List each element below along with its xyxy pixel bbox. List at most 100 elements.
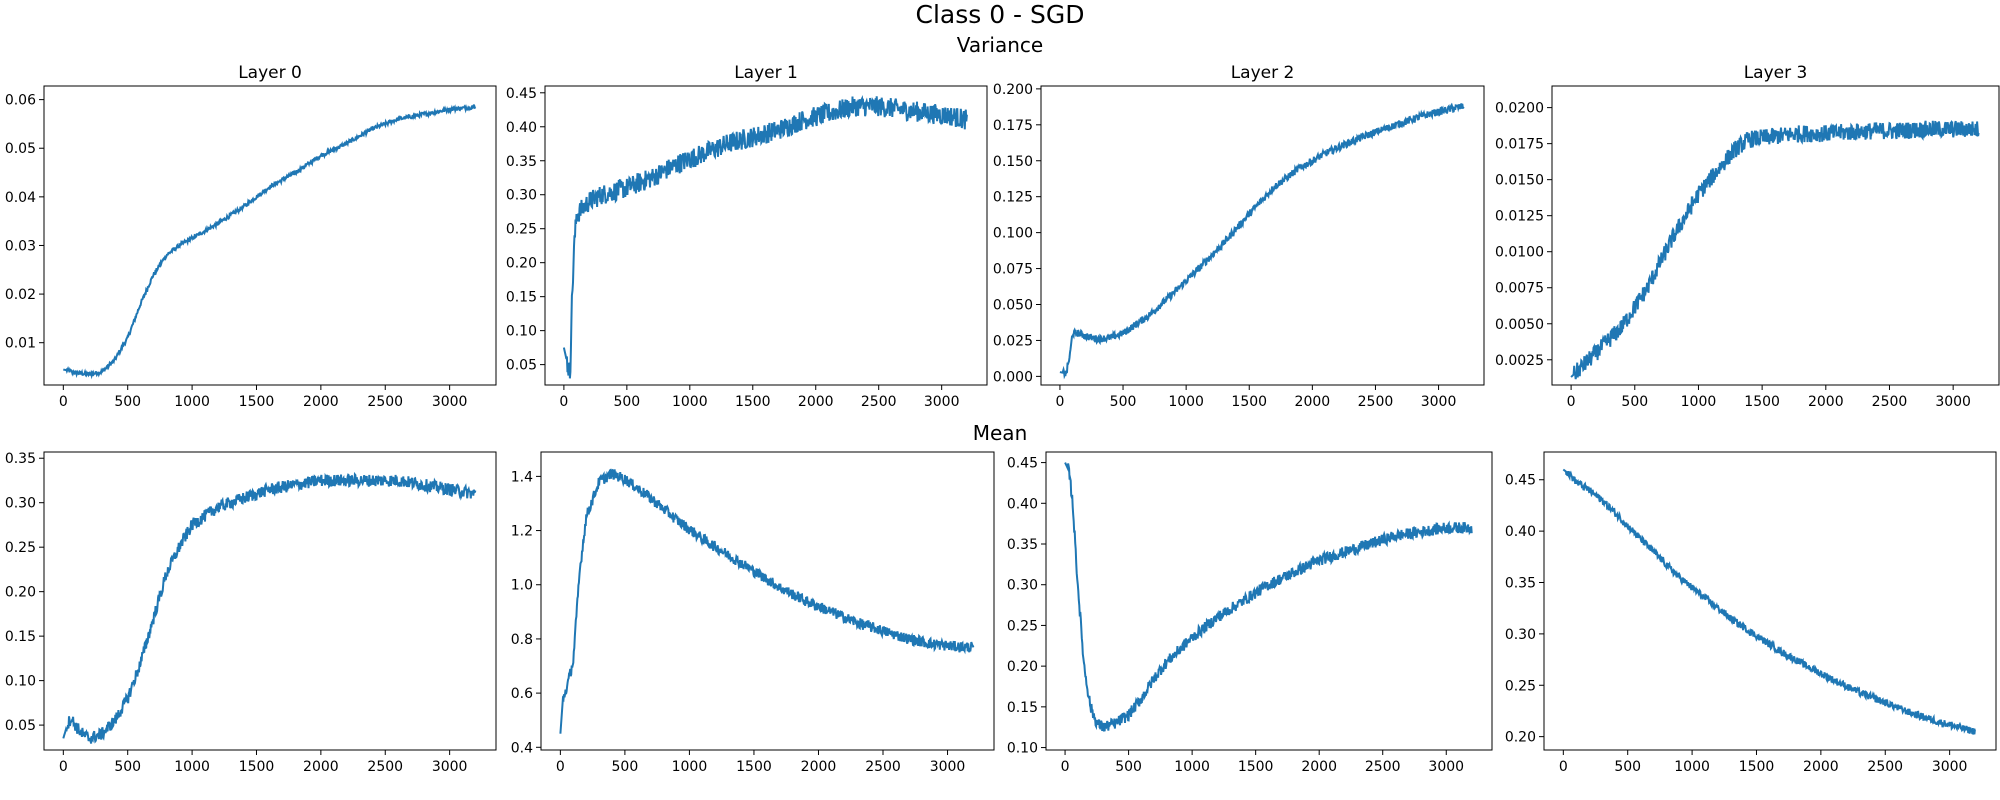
y-tick-label: 0.01 (5, 336, 36, 352)
y-tick-label: 0.30 (506, 188, 537, 204)
x-tick-label: 3000 (432, 394, 468, 410)
x-tick-label: 500 (114, 759, 141, 775)
x-tick-label: 0 (1559, 759, 1568, 775)
y-tick-label: 0.40 (506, 120, 537, 136)
x-tick-label: 3000 (1932, 759, 1968, 775)
y-tick-label: 0.175 (993, 118, 1033, 134)
x-tick-label: 1000 (174, 759, 210, 775)
y-tick-label: 1.2 (511, 524, 533, 540)
y-tick-label: 0.45 (506, 86, 537, 102)
x-tick-label: 500 (1614, 759, 1641, 775)
x-tick-label: 2000 (798, 394, 834, 410)
y-tick-label: 0.000 (993, 369, 1033, 385)
x-tick-label: 1500 (1231, 394, 1267, 410)
x-tick-label: 0 (1061, 759, 1070, 775)
x-tick-label: 2500 (1872, 394, 1908, 410)
y-tick-label: 0.15 (506, 290, 537, 306)
axes-frame (1040, 85, 1485, 386)
x-tick-label: 500 (1110, 394, 1137, 410)
y-tick-label: 0.45 (1007, 456, 1038, 472)
y-tick-label: 0.15 (1007, 700, 1038, 716)
y-tick-label: 0.0100 (1495, 245, 1544, 261)
y-tick-label: 0.02 (5, 287, 36, 303)
x-tick-label: 2500 (1867, 759, 1903, 775)
axes-frame (544, 85, 988, 386)
y-tick-label: 0.20 (5, 585, 36, 601)
y-tick-label: 0.05 (506, 358, 537, 374)
y-tick-label: 0.35 (1505, 576, 1536, 592)
series-line (562, 94, 968, 379)
panel-title: Layer 3 (1744, 63, 1808, 83)
x-tick-label: 1500 (239, 759, 275, 775)
y-tick-label: 0.05 (5, 718, 36, 734)
x-tick-label: 2000 (303, 394, 339, 410)
y-tick-label: 0.125 (993, 190, 1033, 206)
y-tick-label: 0.30 (1505, 627, 1536, 643)
x-tick-label: 0 (1055, 394, 1064, 410)
y-tick-label: 0.04 (5, 190, 36, 206)
y-tick-label: 0.35 (506, 154, 537, 170)
x-tick-label: 1500 (1744, 394, 1780, 410)
x-tick-label: 2000 (1295, 394, 1331, 410)
x-tick-label: 3000 (930, 759, 966, 775)
series-line (559, 468, 975, 734)
series-line (62, 471, 477, 744)
x-tick-label: 2000 (1803, 759, 1839, 775)
y-tick-label: 0.0075 (1495, 281, 1544, 297)
section-title-variance: Variance (957, 33, 1043, 57)
x-tick-label: 0 (59, 759, 68, 775)
x-tick-label: 3000 (432, 759, 468, 775)
x-tick-label: 0 (556, 759, 565, 775)
y-tick-label: 1.0 (511, 578, 533, 594)
y-tick-label: 1.4 (511, 469, 533, 485)
x-tick-label: 2000 (1301, 759, 1337, 775)
y-tick-label: 0.050 (993, 298, 1033, 314)
panel-4: 0 500 1000 1500 2000 2500 3000 0.05 0.10 0.15 0.20… (5, 451, 497, 775)
y-tick-label: 0.0150 (1495, 173, 1544, 189)
axes-frame (1543, 451, 1997, 751)
y-tick-label: 0.40 (1007, 496, 1038, 512)
axes-frame (1551, 85, 2000, 386)
y-tick-label: 0.20 (1007, 659, 1038, 675)
y-tick-label: 0.45 (1505, 473, 1536, 489)
panel-title: Layer 0 (238, 63, 302, 83)
series-line (1570, 119, 1980, 380)
panel-title: Layer 1 (734, 63, 798, 83)
y-tick-label: 0.25 (5, 540, 36, 556)
panel-0: 0 500 1000 1500 2000 2500 3000 0.01 0.02 0.03 0.04… (5, 63, 497, 410)
series-line (62, 103, 477, 380)
section-title-mean: Mean (973, 421, 1028, 445)
axes-frame (1045, 451, 1493, 751)
y-tick-label: 0.200 (993, 82, 1033, 98)
panel-1: 0 500 1000 1500 2000 2500 3000 0.05 0.10 0.15 0.20… (506, 63, 988, 410)
y-tick-label: 0.15 (5, 629, 36, 645)
y-tick-label: 0.10 (506, 324, 537, 340)
x-tick-label: 1000 (672, 759, 708, 775)
x-tick-label: 2500 (1365, 759, 1401, 775)
y-tick-label: 0.20 (1505, 730, 1536, 746)
x-tick-label: 2500 (367, 759, 403, 775)
panel-2: 0 500 1000 1500 2000 2500 3000 0.000 0.025 0.050 0… (993, 63, 1485, 410)
x-tick-label: 0 (1567, 394, 1576, 410)
x-tick-label: 2500 (1358, 394, 1394, 410)
y-tick-label: 0.150 (993, 154, 1033, 170)
y-tick-label: 0.075 (993, 262, 1033, 278)
x-tick-label: 1500 (735, 394, 771, 410)
x-tick-label: 500 (1115, 759, 1142, 775)
y-tick-label: 0.20 (506, 256, 537, 272)
panel-6: 0 500 1000 1500 2000 2500 3000 0.10 0.15 0.20 0.25… (1007, 451, 1493, 775)
y-tick-label: 0.25 (1007, 618, 1038, 634)
x-tick-label: 1000 (174, 394, 210, 410)
y-tick-label: 0.0025 (1495, 353, 1544, 369)
y-tick-label: 0.025 (993, 333, 1033, 349)
x-tick-label: 1500 (1238, 759, 1274, 775)
x-tick-label: 3000 (1935, 394, 1971, 410)
x-tick-label: 500 (613, 394, 640, 410)
x-tick-label: 2500 (861, 394, 897, 410)
y-tick-label: 0.10 (5, 674, 36, 690)
panel-title: Layer 2 (1231, 63, 1295, 83)
panel-7: 0 500 1000 1500 2000 2500 3000 0.20 0.25 0.30 0.35… (1505, 451, 1997, 775)
x-tick-label: 500 (1621, 394, 1648, 410)
y-tick-label: 0.0050 (1495, 317, 1544, 333)
panel-5: 0 500 1000 1500 2000 2500 3000 0.4 0.6 0.8 1.0 1.2 1… (511, 451, 995, 775)
